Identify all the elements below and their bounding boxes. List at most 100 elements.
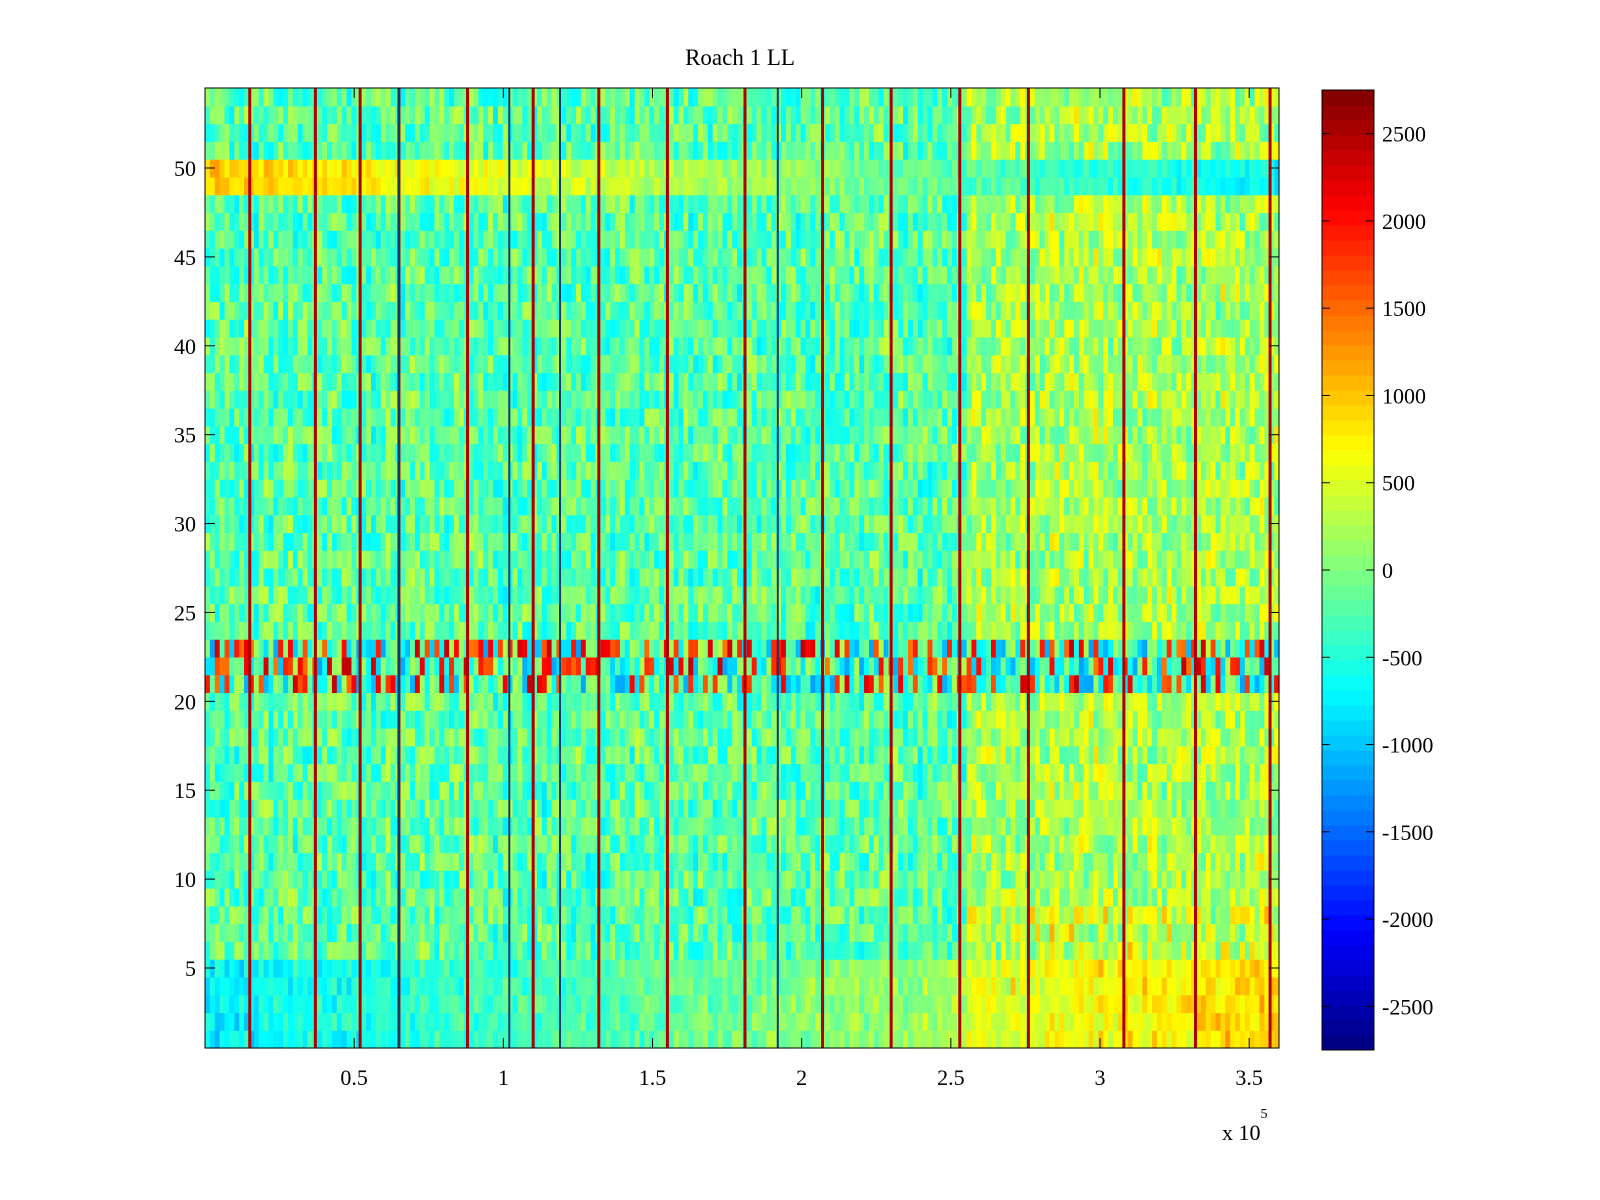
heatmap-cell [1049,1030,1056,1049]
heatmap-cell [732,959,738,978]
heatmap-cell [1176,763,1182,782]
heatmap-cell [986,781,992,800]
heatmap-cell [283,816,289,836]
heatmap-cell [1078,692,1085,711]
heatmap-cell [453,888,460,907]
heatmap-cell [458,745,465,765]
heatmap-cell [1117,763,1124,782]
heatmap-cell [561,816,567,836]
heatmap-cell [1010,656,1016,676]
heatmap-cell [1064,923,1070,942]
heatmap-cell [1088,816,1095,836]
heatmap-cell [688,870,694,889]
heatmap-cell [536,1012,543,1031]
heatmap-cell [829,639,836,658]
heatmap-cell [571,1012,577,1031]
heatmap-cell [453,674,460,694]
heatmap-cell [619,674,626,694]
heatmap-cell [536,959,543,978]
heatmap-cell [473,870,479,889]
heatmap-cell [458,710,465,729]
heatmap-cell [986,710,992,729]
heatmap-cell [795,816,802,836]
heatmap-cell [361,941,367,960]
heatmap-cell [341,799,348,818]
heatmap-cell [1181,941,1187,960]
heatmap-cell [566,1030,572,1049]
heatmap-cell [942,870,948,889]
heatmap-cell [1249,656,1256,676]
heatmap-cell [917,674,924,694]
heatmap-cell [297,870,304,889]
heatmap-cell [864,674,870,694]
heatmap-cell [561,888,567,907]
heatmap-cell [795,763,802,782]
heatmap-cell [781,923,787,942]
heatmap-cell [1064,763,1070,782]
heatmap-cell [668,959,675,978]
heatmap-cell [380,781,387,800]
heatmap-cell [790,870,797,889]
heatmap-cell [707,728,714,747]
heatmap-cell [341,959,348,978]
heatmap-cell [951,994,958,1014]
heatmap-cell [1069,959,1075,978]
heatmap-cell [639,710,645,729]
heatmap-cell [1230,674,1236,694]
heatmap-cell [1127,728,1134,747]
heatmap-cell [990,781,997,800]
heatmap-cell [942,745,948,765]
heatmap-cell [1010,870,1016,889]
heatmap-cell [1235,763,1241,782]
heatmap-cell [1113,763,1119,782]
heatmap-cell [937,710,943,729]
heatmap-cell [351,692,357,711]
heatmap-cell [1039,745,1046,765]
heatmap-cell [522,639,528,658]
heatmap-cell [1108,692,1114,711]
heatmap-cell [1000,816,1007,836]
heatmap-cell [722,994,728,1014]
heatmap-cell [1274,1030,1280,1049]
heatmap-cell [1000,923,1007,942]
heatmap-cell [707,710,714,729]
heatmap-cell [893,763,899,782]
heatmap-cell [1161,816,1168,836]
heatmap-cell [605,816,611,836]
heatmap-cell [805,976,811,996]
heatmap-cell [380,888,387,907]
heatmap-cell [253,959,260,978]
heatmap-cell [590,763,597,782]
heatmap-cell [917,728,924,747]
heatmap-cell [546,781,553,800]
heatmap-cell [317,728,323,747]
heatmap-cell [683,799,689,818]
heatmap-cell [824,745,831,765]
heatmap-cell [839,656,846,676]
heatmap-cell [1010,1030,1016,1049]
heatmap-cell [1191,976,1197,996]
heatmap-cell [707,656,714,676]
heatmap-cell [370,710,377,729]
heatmap-cell [634,728,641,747]
heatmap-cell [1249,1030,1256,1049]
heatmap-cell [761,888,768,907]
heatmap-cell [1015,941,1021,960]
heatmap-cell [1235,905,1241,925]
heatmap-cell [444,763,450,782]
heatmap-cell [1073,923,1080,942]
heatmap-cell [1200,870,1207,889]
heatmap-cell [839,941,846,960]
heatmap-cell [805,656,811,676]
heatmap-cell [922,888,929,907]
heatmap-cell [478,905,484,925]
heatmap-cell [1235,941,1241,960]
heatmap-cell [590,674,597,694]
heatmap-cell [868,905,875,925]
heatmap-cell [1230,941,1236,960]
heatmap-cell [619,994,626,1014]
heatmap-cell [859,816,865,836]
heatmap-cell [566,994,572,1014]
heatmap-cell [532,888,538,907]
heatmap-cell [253,816,260,836]
